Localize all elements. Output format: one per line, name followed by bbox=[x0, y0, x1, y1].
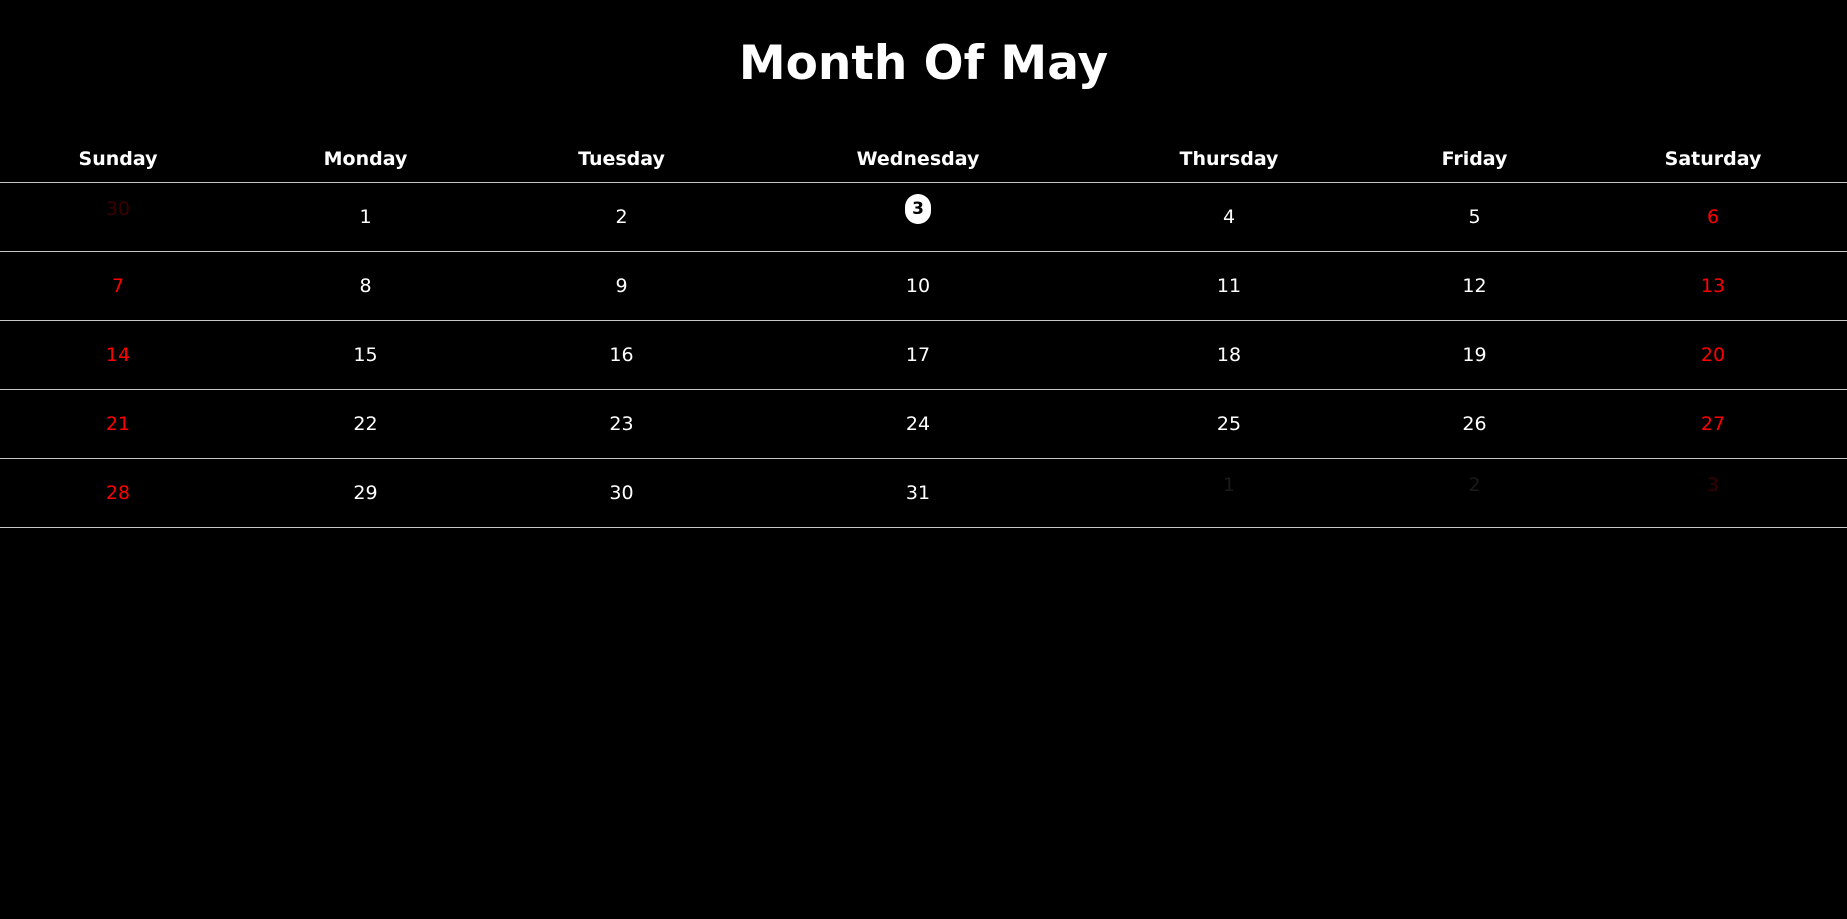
page-title: Month Of May bbox=[738, 36, 1109, 91]
day-cell[interactable]: 31 bbox=[748, 458, 1088, 528]
day-number: 29 bbox=[353, 481, 378, 504]
outside-month-day-number: 1 bbox=[1222, 473, 1236, 496]
day-number: 10 bbox=[905, 274, 931, 297]
week-row: 14 15 16 17 18 19 20 bbox=[0, 320, 1847, 390]
today-day-number: 3 bbox=[905, 193, 931, 224]
day-cell[interactable]: 29 bbox=[236, 458, 495, 528]
day-number: 31 bbox=[905, 481, 931, 504]
day-cell[interactable]: 9 bbox=[495, 251, 748, 321]
day-cell[interactable]: 20 bbox=[1579, 320, 1847, 390]
day-cell[interactable]: 26 bbox=[1370, 389, 1579, 459]
day-cell[interactable]: 24 bbox=[748, 389, 1088, 459]
day-number: 28 bbox=[105, 481, 131, 504]
day-cell[interactable]: 23 bbox=[495, 389, 748, 459]
day-number: 16 bbox=[609, 343, 634, 366]
day-cell[interactable]: 8 bbox=[236, 251, 495, 321]
day-number: 11 bbox=[1216, 274, 1242, 297]
day-cell[interactable]: 12 bbox=[1370, 251, 1579, 321]
day-number: 15 bbox=[353, 343, 378, 366]
day-cell[interactable]: 1 bbox=[236, 182, 495, 252]
calendar-body: 30 1 2 3 4 5 6 7 8 9 10 11 12 13 14 15 16 17 18 19 20 21 22 23 2… bbox=[0, 182, 1847, 528]
day-number: 12 bbox=[1462, 274, 1487, 297]
week-row: 28 29 30 31 1 2 3 bbox=[0, 458, 1847, 528]
day-cell[interactable]: 28 bbox=[0, 458, 236, 528]
day-number: 7 bbox=[111, 274, 125, 297]
day-number: 25 bbox=[1216, 412, 1242, 435]
day-number: 4 bbox=[1222, 205, 1236, 228]
day-number: 8 bbox=[359, 274, 372, 297]
day-cell[interactable]: 17 bbox=[748, 320, 1088, 390]
day-cell[interactable]: 27 bbox=[1579, 389, 1847, 459]
day-number: 26 bbox=[1462, 412, 1487, 435]
outside-month-day-number: 2 bbox=[1468, 473, 1481, 496]
day-cell[interactable]: 6 bbox=[1579, 182, 1847, 252]
day-cell[interactable]: 25 bbox=[1088, 389, 1370, 459]
day-number: 20 bbox=[1700, 343, 1726, 366]
day-number: 21 bbox=[105, 412, 131, 435]
week-row: 21 22 23 24 25 26 27 bbox=[0, 389, 1847, 459]
weekday-header-friday: Friday bbox=[1370, 136, 1579, 183]
day-number: 2 bbox=[615, 205, 628, 228]
weekday-header-wednesday: Wednesday bbox=[748, 136, 1088, 183]
day-cell[interactable]: 10 bbox=[748, 251, 1088, 321]
day-cell[interactable]: 7 bbox=[0, 251, 236, 321]
weekday-header-thursday: Thursday bbox=[1088, 136, 1370, 183]
day-number: 1 bbox=[359, 205, 372, 228]
day-cell[interactable]: 21 bbox=[0, 389, 236, 459]
day-cell[interactable]: 11 bbox=[1088, 251, 1370, 321]
day-cell[interactable]: 2 bbox=[1370, 458, 1579, 528]
day-cell[interactable]: 1 bbox=[1088, 458, 1370, 528]
day-number: 24 bbox=[905, 412, 931, 435]
day-cell[interactable]: 14 bbox=[0, 320, 236, 390]
outside-month-day-number: 3 bbox=[1706, 473, 1720, 496]
weekday-header-sunday: Sunday bbox=[0, 136, 236, 183]
week-row: 30 1 2 3 4 5 6 bbox=[0, 182, 1847, 252]
day-number: 6 bbox=[1706, 205, 1720, 228]
day-cell[interactable]: 15 bbox=[236, 320, 495, 390]
day-number: 18 bbox=[1216, 343, 1242, 366]
day-number: 22 bbox=[353, 412, 378, 435]
day-number: 9 bbox=[615, 274, 628, 297]
day-cell[interactable]: 22 bbox=[236, 389, 495, 459]
day-cell[interactable]: 3 bbox=[748, 182, 1088, 252]
month-calendar: Sunday Monday Tuesday Wednesday Thursday… bbox=[0, 136, 1847, 528]
day-cell[interactable]: 16 bbox=[495, 320, 748, 390]
outside-month-day-number: 30 bbox=[105, 197, 131, 220]
day-cell[interactable]: 13 bbox=[1579, 251, 1847, 321]
day-number: 27 bbox=[1700, 412, 1726, 435]
day-cell[interactable]: 30 bbox=[0, 182, 236, 252]
weekday-header-saturday: Saturday bbox=[1579, 136, 1847, 183]
day-number: 5 bbox=[1468, 205, 1481, 228]
day-number: 13 bbox=[1700, 274, 1726, 297]
day-cell[interactable]: 4 bbox=[1088, 182, 1370, 252]
weekday-header-monday: Monday bbox=[236, 136, 495, 183]
day-cell[interactable]: 2 bbox=[495, 182, 748, 252]
day-cell[interactable]: 3 bbox=[1579, 458, 1847, 528]
day-cell[interactable]: 19 bbox=[1370, 320, 1579, 390]
day-cell[interactable]: 18 bbox=[1088, 320, 1370, 390]
day-cell[interactable]: 30 bbox=[495, 458, 748, 528]
day-number: 14 bbox=[105, 343, 131, 366]
day-number: 30 bbox=[609, 481, 634, 504]
day-cell[interactable]: 5 bbox=[1370, 182, 1579, 252]
day-number: 17 bbox=[905, 343, 931, 366]
weekday-header-tuesday: Tuesday bbox=[495, 136, 748, 183]
week-row: 7 8 9 10 11 12 13 bbox=[0, 251, 1847, 321]
day-number: 23 bbox=[609, 412, 634, 435]
day-number: 19 bbox=[1462, 343, 1487, 366]
weekday-header-row: Sunday Monday Tuesday Wednesday Thursday… bbox=[0, 136, 1847, 183]
